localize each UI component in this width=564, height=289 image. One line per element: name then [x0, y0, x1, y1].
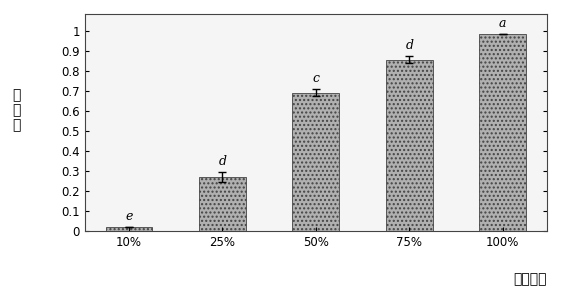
- Bar: [479, 34, 526, 231]
- Bar: [386, 60, 433, 231]
- Text: 抑
制
率: 抑 制 率: [13, 88, 21, 132]
- Bar: [199, 177, 246, 231]
- Bar: [293, 93, 339, 231]
- Text: e: e: [125, 210, 133, 223]
- Bar: [105, 227, 152, 231]
- Text: c: c: [312, 72, 319, 85]
- Text: 滤液浓度: 滤液浓度: [514, 272, 547, 286]
- Text: d: d: [218, 155, 226, 168]
- Text: d: d: [406, 39, 413, 52]
- Text: a: a: [499, 16, 506, 29]
